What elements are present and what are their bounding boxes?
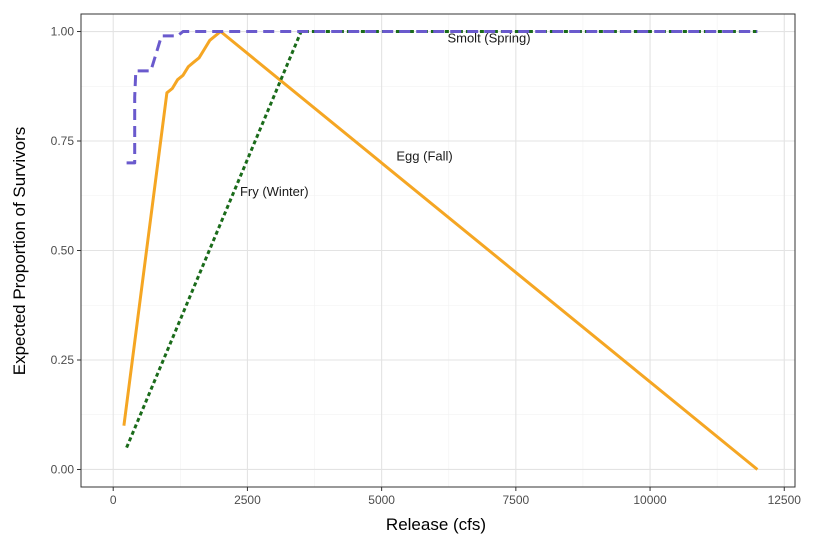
x-tick-label: 0 (110, 493, 117, 507)
y-tick-label: 0.75 (51, 134, 75, 148)
y-axis-title: Expected Proportion of Survivors (10, 127, 29, 376)
series-line-smolt-spring (126, 30, 758, 165)
x-axis-title: Release (cfs) (386, 515, 486, 534)
x-tick-label: 2500 (234, 493, 261, 507)
y-tick-label: 1.00 (51, 25, 75, 39)
series-lines (122, 30, 759, 471)
series-annotation-smolt-spring: Smolt (Spring) (447, 30, 530, 45)
series-line-egg-fall (122, 30, 759, 471)
series-annotations: Smolt (Spring) Egg (Fall) Fry (Winter) (240, 30, 531, 198)
grid (81, 14, 795, 487)
x-tick-label: 10000 (633, 493, 667, 507)
series-line-fry-winter (125, 30, 758, 449)
x-tick-label: 7500 (502, 493, 529, 507)
series-annotation-egg-fall: Egg (Fall) (396, 149, 452, 164)
axes: 0 2500 5000 7500 10000 12500 0.00 0.25 0.50 0.75 1… (51, 25, 802, 507)
y-tick-label: 0.25 (51, 353, 75, 367)
y-tick-label: 0.50 (51, 244, 75, 258)
x-tick-label: 5000 (368, 493, 395, 507)
series-annotation-fry-winter: Fry (Winter) (240, 184, 309, 199)
x-tick-label: 12500 (768, 493, 802, 507)
y-tick-label: 0.00 (51, 462, 75, 476)
